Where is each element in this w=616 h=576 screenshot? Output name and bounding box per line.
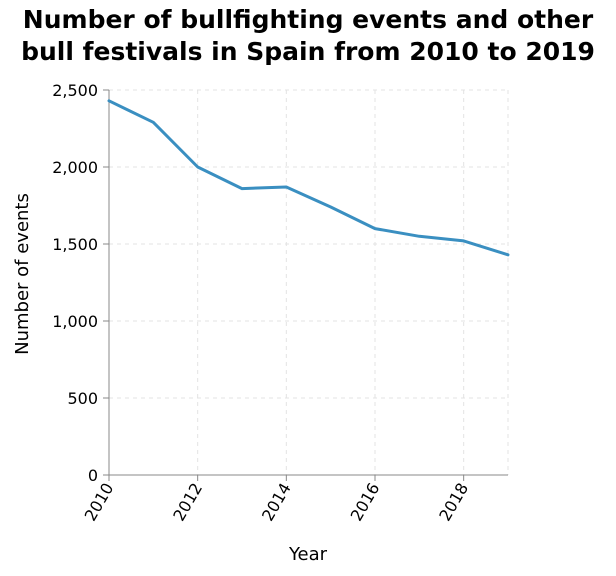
x-tick-label: 2010 [81, 480, 118, 525]
x-axis-title: Year [288, 544, 328, 565]
x-tick-label: 2014 [258, 480, 295, 525]
x-tick-label: 2018 [435, 480, 472, 525]
grid-lines [108, 89, 509, 475]
y-axis-title: Number of events [12, 193, 33, 355]
y-tick-label: 500 [67, 389, 98, 408]
x-tick-label: 2012 [169, 480, 206, 525]
series-line [107, 99, 510, 257]
chart-title-line-2: bull festivals in Spain from 2010 to 201… [21, 37, 595, 66]
chart-title: Number of bullfighting events and other … [0, 4, 616, 68]
y-tick-label: 0 [88, 466, 98, 485]
chart-title-line-1: Number of bullfighting events and other [22, 5, 594, 34]
tick-labels: 0 500 1,000 1,500 2,000 2,500 2010 2012 2014 2016… [52, 81, 472, 524]
y-tick-label: 2,000 [52, 158, 98, 177]
y-tick-label: 2,500 [52, 81, 98, 100]
x-tick-label: 2016 [347, 480, 384, 525]
y-tick-label: 1,500 [52, 235, 98, 254]
y-tick-label: 1,000 [52, 312, 98, 331]
series-layer [107, 99, 510, 257]
axes [103, 89, 508, 481]
